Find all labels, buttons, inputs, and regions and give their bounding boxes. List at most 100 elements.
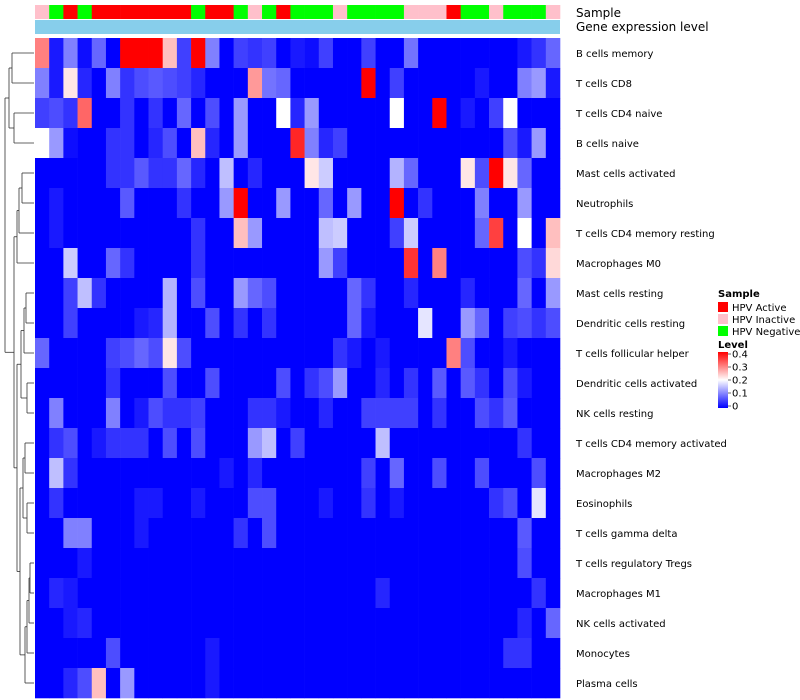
heatmap-cell [474, 338, 490, 369]
heatmap-cell [247, 308, 263, 339]
heatmap-cell [233, 188, 249, 219]
heatmap-cell [389, 368, 405, 399]
heatmap-cell [503, 158, 518, 189]
heatmap-cell [191, 338, 206, 369]
heatmap-cell [389, 188, 405, 219]
heatmap-cell [219, 608, 234, 639]
heatmap-cell [375, 548, 391, 579]
heatmap-cell [191, 638, 206, 669]
heatmap-cell [503, 428, 518, 459]
heatmap-cell [474, 248, 490, 279]
heatmap-cell [375, 98, 391, 129]
heatmap-cell [545, 548, 561, 579]
heatmap-cell [91, 68, 107, 99]
heatmap-cell [489, 458, 504, 489]
heatmap-cell [403, 608, 419, 639]
heatmap-cell [162, 308, 178, 339]
heatmap-cell [176, 548, 192, 579]
heatmap-cell [120, 458, 135, 489]
heatmap-cell [91, 338, 107, 369]
heatmap-cell [503, 38, 518, 69]
heatmap-cell [77, 218, 93, 249]
heatmap-cell [176, 638, 192, 669]
heatmap-cell [162, 68, 178, 99]
heatmap-cell [503, 638, 518, 669]
heatmap-cell [290, 368, 305, 399]
heatmap-cell [432, 488, 447, 519]
heatmap-cell [63, 428, 78, 459]
heatmap-cell [233, 608, 249, 639]
heatmap-cell [205, 548, 220, 579]
row-label: T cells CD8 [575, 79, 632, 90]
heatmap-cell [247, 68, 263, 99]
heatmap-cell [347, 488, 362, 519]
heatmap-cell [148, 98, 164, 129]
heatmap-cell [503, 248, 518, 279]
heatmap-cell [276, 428, 291, 459]
heatmap-cell [233, 548, 249, 579]
heatmap-cell [432, 188, 447, 219]
sample-annotation-cell [375, 5, 391, 19]
heatmap-cell [545, 68, 561, 99]
heatmap-cell [49, 428, 64, 459]
heatmap-cell [446, 98, 461, 129]
heatmap-cell [276, 308, 291, 339]
heatmap-cell [176, 608, 192, 639]
heatmap-cell [361, 548, 376, 579]
heatmap-cell [134, 398, 149, 429]
row-label: NK cells resting [576, 409, 653, 420]
heatmap-cell [247, 608, 263, 639]
heatmap-cell [105, 518, 121, 549]
heatmap-cell [389, 308, 405, 339]
heatmap-cell [503, 668, 518, 699]
heatmap-cell [205, 428, 220, 459]
heatmap-cell [460, 158, 476, 189]
heatmap-cell [105, 308, 121, 339]
heatmap-cell [446, 218, 461, 249]
heatmap-cell [545, 38, 561, 69]
heatmap-cell [120, 188, 135, 219]
heatmap-cell [262, 98, 277, 129]
heatmap-cell [418, 578, 433, 609]
heatmap-cell [375, 638, 391, 669]
heatmap-cell [545, 278, 561, 309]
heatmap-cell [531, 98, 547, 129]
row-label: T cells CD4 memory resting [575, 229, 715, 240]
heatmap-cell [35, 248, 50, 279]
expression-track-label: Gene expression level [576, 20, 709, 34]
heatmap-cell [389, 608, 405, 639]
heatmap-cell [191, 98, 206, 129]
heatmap-cell [517, 308, 532, 339]
heatmap-cell [262, 458, 277, 489]
heatmap-cell [219, 518, 234, 549]
heatmap-cell [134, 488, 149, 519]
heatmap-cell [460, 458, 476, 489]
heatmap-cell [105, 68, 121, 99]
heatmap-cell [403, 308, 419, 339]
heatmap-cell [545, 608, 561, 639]
heatmap-cell [247, 38, 263, 69]
heatmap-cell [446, 188, 461, 219]
legend-tick-label: 0.1 [732, 389, 748, 400]
heatmap-cell [191, 368, 206, 399]
sample-annotation-cell [120, 5, 135, 19]
heatmap-cell [219, 248, 234, 279]
heatmap-cell [176, 68, 192, 99]
heatmap-cell [531, 158, 547, 189]
heatmap-cell [35, 578, 50, 609]
sample-annotation-cell [148, 5, 164, 19]
heatmap-cell [446, 38, 461, 69]
sample-annotation-cell [531, 5, 547, 19]
heatmap-cell [503, 68, 518, 99]
heatmap-cell [545, 518, 561, 549]
heatmap-cell [347, 218, 362, 249]
heatmap-cell [489, 548, 504, 579]
heatmap-cell [276, 638, 291, 669]
heatmap-cell [517, 578, 532, 609]
heatmap-cell [134, 68, 149, 99]
heatmap-cell [347, 518, 362, 549]
heatmap-cell [403, 98, 419, 129]
heatmap-cell [418, 638, 433, 669]
heatmap-cell [105, 158, 121, 189]
